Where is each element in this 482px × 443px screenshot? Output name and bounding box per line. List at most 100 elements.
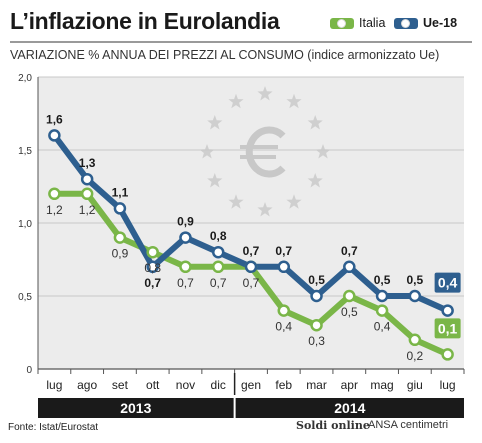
watermark-star-icon [207, 115, 223, 130]
data-point-italia [48, 187, 61, 201]
data-label-box-italia [434, 318, 461, 339]
data-label-italia: 0,9 [112, 247, 129, 261]
data-point-ue [211, 245, 225, 259]
x-tick-label: nov [176, 378, 195, 392]
data-point-italia [80, 187, 94, 201]
data-label-italia: 0,3 [308, 334, 325, 348]
year-label: 2013 [120, 400, 151, 416]
data-point-ue [310, 289, 323, 303]
x-tick-label: mag [370, 378, 393, 392]
data-label-ue: 0,5 [374, 273, 391, 287]
watermark-star-icon [307, 173, 323, 188]
legend-label-italia: Italia [359, 16, 386, 30]
data-label-ue: 0,9 [177, 215, 194, 229]
watermark-star-icon [228, 194, 244, 209]
data-label-italia: 0,7 [243, 276, 260, 290]
data-label-ue: 0,7 [144, 276, 161, 290]
watermark-star-icon [228, 93, 244, 109]
y-tick-label: 0,5 [18, 292, 32, 303]
data-label-ue: 0,5 [407, 273, 424, 287]
watermark-star-icon [207, 173, 223, 188]
data-point-ue [343, 260, 356, 274]
data-label-italia: 0,1 [438, 320, 458, 336]
data-label-italia: 0,7 [210, 276, 227, 290]
data-point-ue [441, 304, 454, 317]
data-point-italia [146, 245, 159, 259]
data-label-italia: 0,4 [275, 320, 292, 334]
data-point-italia [179, 260, 192, 274]
x-tick-label: dic [211, 378, 226, 392]
y-tick-label: 1,0 [18, 219, 32, 230]
data-point-italia [375, 304, 389, 317]
data-point-ue [179, 231, 192, 244]
watermark-star-icon [315, 144, 331, 159]
legend-swatch-ue [394, 17, 418, 29]
data-label-ue: 0,7 [341, 244, 358, 258]
chart-subtitle: VARIAZIONE % ANNUA DEI PREZZI AL CONSUMO… [10, 48, 440, 62]
data-point-italia [441, 348, 454, 361]
data-label-ue: 0,8 [210, 229, 227, 243]
x-tick-label: apr [341, 378, 358, 392]
data-point-italia [310, 318, 323, 332]
data-label-italia: 0,2 [407, 349, 424, 363]
data-point-italia [343, 289, 356, 303]
data-label-italia: 1,2 [46, 203, 63, 217]
x-tick-label: set [112, 378, 129, 392]
data-point-ue [48, 129, 61, 142]
x-tick-label: gen [241, 378, 261, 392]
legend-swatch-italia [330, 17, 354, 29]
data-point-ue [244, 260, 258, 274]
data-point-ue [408, 289, 422, 303]
data-point-italia [113, 231, 127, 244]
title-divider [10, 41, 472, 43]
y-tick-label: 2,0 [18, 73, 32, 84]
data-label-ue: 0,7 [275, 244, 292, 258]
x-tick-label: mar [306, 378, 327, 392]
legend-label-ue: Ue-18 [423, 16, 458, 30]
y-tick-label: 0 [26, 365, 32, 376]
data-label-ue: 1,6 [46, 112, 63, 126]
data-label-italia: 1,2 [79, 203, 96, 217]
x-tick-label: lug [46, 378, 62, 392]
x-tick-label: ott [146, 378, 160, 392]
y-tick-label: 1,5 [18, 146, 32, 157]
ansa-centimetri-logo: ANSA centimetri [368, 419, 449, 431]
data-point-ue [277, 260, 291, 274]
source-note: Fonte: Istat/Eurostat [8, 422, 99, 433]
chart-title: L’inflazione in Eurolandia [10, 8, 280, 34]
year-bar-2013 [38, 398, 234, 418]
data-label-italia: 0,4 [374, 320, 391, 334]
data-point-italia [211, 260, 225, 274]
data-point-ue [80, 172, 94, 186]
x-tick-label: feb [275, 378, 292, 392]
x-tick-label: lug [440, 378, 456, 392]
legend-item-italia: Italia [330, 16, 385, 30]
data-point-ue [113, 202, 127, 215]
data-label-ue: 1,1 [112, 185, 129, 199]
x-tick-label: giu [407, 378, 423, 392]
data-label-ue: 0,5 [308, 273, 325, 287]
watermark-star-icon [286, 194, 302, 209]
data-label-ue: 0,4 [438, 275, 458, 291]
watermark-star-icon [307, 115, 323, 130]
year-label: 2014 [334, 400, 365, 416]
data-label-ue: 1,3 [79, 156, 96, 170]
data-label-ue: 0,7 [243, 244, 260, 258]
watermark-star-icon [199, 144, 215, 159]
data-point-italia [277, 304, 291, 317]
data-label-box-ue [434, 272, 461, 293]
data-label-italia: 0,7 [177, 276, 194, 290]
watermark-star-icon [257, 86, 273, 101]
watermark-euro-icon [245, 126, 286, 178]
data-point-ue [146, 260, 159, 274]
watermark-star-icon [286, 93, 302, 109]
data-point-ue [375, 289, 389, 303]
data-point-italia [408, 333, 422, 347]
data-label-italia: 0,8 [144, 261, 161, 275]
x-tick-label: ago [77, 378, 97, 392]
data-label-italia: 0,5 [341, 305, 358, 319]
year-bar-2014 [235, 398, 464, 418]
soldi-online-logo: Soldi online [296, 419, 370, 432]
watermark-star-icon [257, 202, 273, 217]
